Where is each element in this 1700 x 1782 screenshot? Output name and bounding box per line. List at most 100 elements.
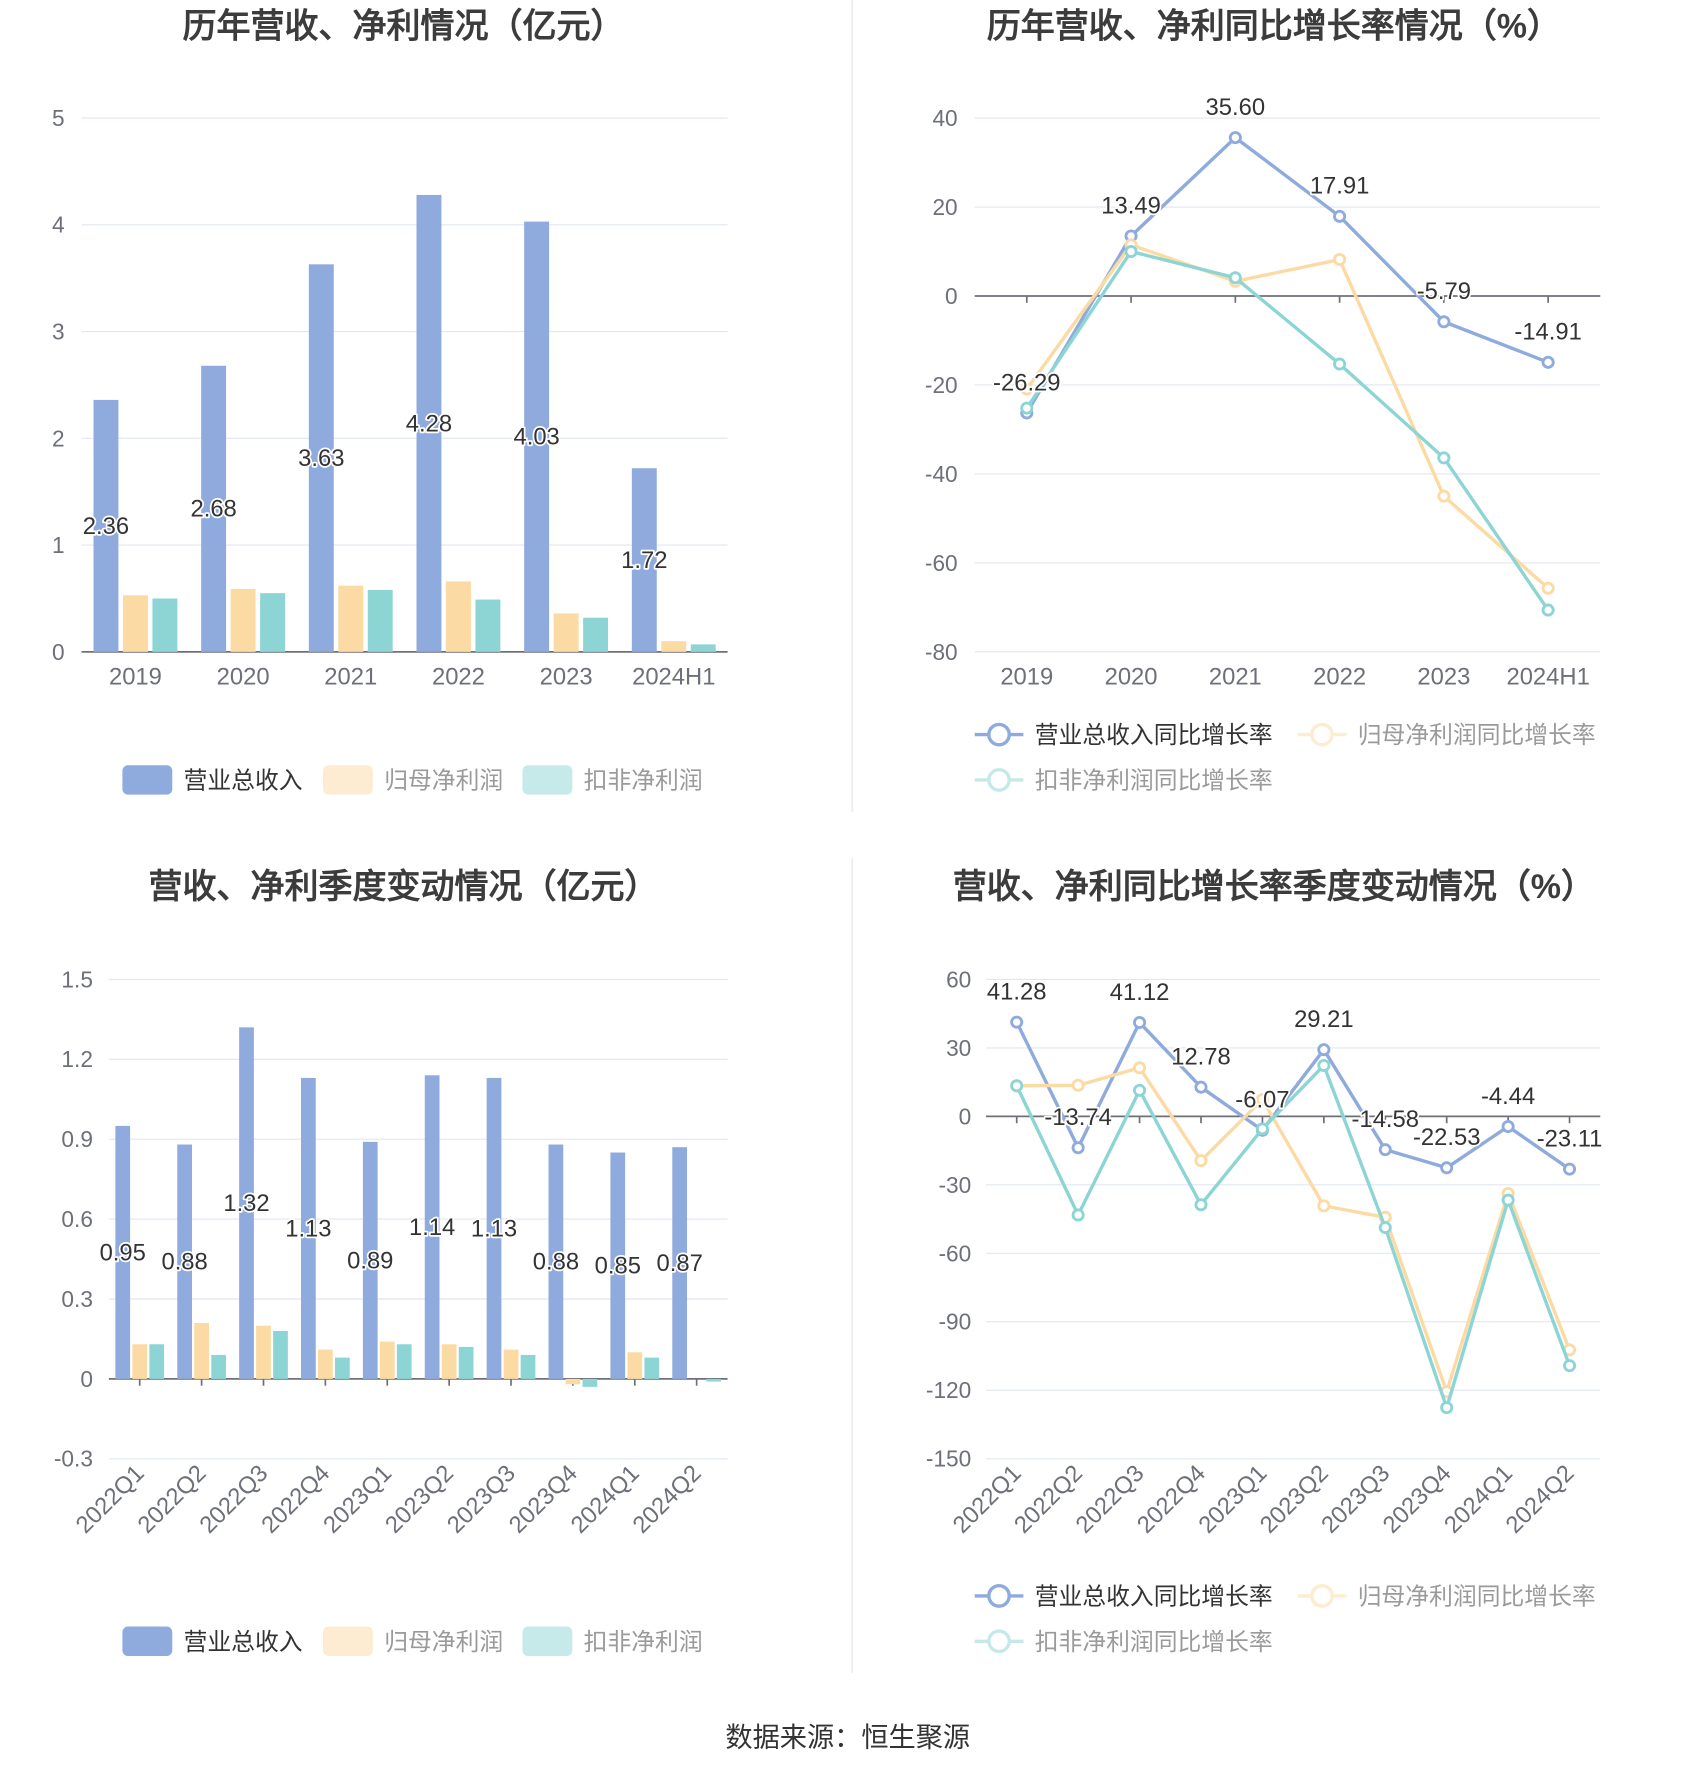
- legend-label-deducted-net-profit: 扣非净利润: [584, 767, 703, 794]
- bar-net-profit-2024q1: [627, 1352, 643, 1379]
- legend-swatch-revenue: [122, 1626, 173, 1656]
- x-tick-label-2019: 2019: [1000, 664, 1053, 691]
- data-label-revenue-2023q2: 1.14: [409, 1214, 455, 1241]
- point-revenue-growth-2023q4: [1440, 1161, 1454, 1175]
- x-tick-label-2019: 2019: [109, 664, 162, 691]
- y-tick-label-0p3: 0.3: [61, 1286, 93, 1312]
- bar-net-profit-2023q2: [441, 1344, 457, 1379]
- bar-deducted-net-profit-2021: [367, 589, 393, 652]
- legend-label-net-profit-growth: 归母净利润同比增长率: [1358, 722, 1596, 749]
- legend-label-deducted-net-profit-growth: 扣非净利润同比增长率: [1035, 767, 1273, 794]
- point-net-profit-growth-2022q4: [1194, 1154, 1208, 1168]
- bar-deducted-net-profit-2019: [152, 598, 178, 652]
- point-revenue-growth-2022q2: [1071, 1141, 1085, 1155]
- series-marks: [93, 194, 716, 652]
- y-tick-label-minus-60: -60: [939, 1240, 972, 1266]
- legend-swatch-marker: [987, 1629, 1011, 1654]
- y-tick-label-minus-80: -80: [925, 639, 958, 665]
- bar-revenue-2023q4: [548, 1144, 564, 1379]
- point-deducted-net-profit-growth-2022q4: [1194, 1198, 1208, 1212]
- bar-net-profit-2023q4: [565, 1378, 581, 1385]
- line-net-profit-growth: [1016, 1066, 1572, 1394]
- bar-series-net-profit: [132, 1322, 643, 1385]
- x-tick-label-2024h1: 2024H1: [632, 664, 715, 691]
- legend-swatch-revenue: [122, 765, 173, 795]
- point-deducted-net-profit-growth-2022q3: [1133, 1083, 1147, 1097]
- legend-item-net-profit-growth: 归母净利润同比增长率: [1297, 722, 1596, 749]
- bar-revenue-2023: [524, 221, 550, 652]
- bar-net-profit-2023q1: [379, 1341, 395, 1379]
- x-tick-label-2021: 2021: [1209, 664, 1262, 691]
- bar-deducted-net-profit-2022q3: [273, 1330, 288, 1379]
- bar-net-profit-2022q3: [256, 1325, 271, 1379]
- series-marks: [1010, 1015, 1577, 1415]
- y-tick-label-0: 0: [945, 283, 958, 309]
- point-net-profit-growth-2019: [1020, 382, 1034, 396]
- x-tick-label-2023: 2023: [1417, 664, 1470, 691]
- bar-revenue-2023q1: [362, 1141, 378, 1379]
- x-axis: 2019 2020 2021 2022 2023 2024H1: [974, 295, 1601, 691]
- y-axis: -150 -120 -90 -60 -30 0 30 60: [926, 966, 1601, 1472]
- point-deducted-net-profit-growth-2023: [1437, 451, 1451, 465]
- legend: 营业总收入 归母净利润 扣非净利润: [122, 765, 703, 795]
- bar-deducted-net-profit-2022q4: [335, 1357, 350, 1379]
- y-tick-label-0p9: 0.9: [61, 1126, 93, 1152]
- point-net-profit-growth-2023q1: [1255, 1092, 1269, 1106]
- legend-item-net-profit: 归母净利润: [323, 1626, 503, 1656]
- y-tick-label-4: 4: [52, 212, 65, 238]
- y-axis: -0.3 0 0.3 0.6 0.9 1.2 1.5: [54, 966, 728, 1472]
- bar-revenue-2022: [416, 194, 442, 652]
- y-tick-label-minus-90: -90: [939, 1309, 972, 1335]
- bar-revenue-2023q2: [424, 1075, 440, 1379]
- data-label-revenue-2023: 4.03: [513, 424, 559, 451]
- y-tick-label-0: 0: [80, 1366, 93, 1392]
- bar-series-deducted-net-profit: [149, 1330, 722, 1387]
- y-tick-label-1p2: 1.2: [61, 1046, 93, 1072]
- data-label-revenue-growth-2021: 35.60: [1206, 94, 1266, 121]
- legend: 营业总收入 归母净利润 扣非净利润: [122, 1626, 703, 1656]
- bar-revenue-2022q3: [239, 1027, 254, 1379]
- legend-item-net-profit: 归母净利润: [323, 765, 503, 795]
- legend-label-revenue-growth: 营业总收入同比增长率: [1035, 722, 1273, 749]
- legend-swatch-revenue-growth: [974, 1584, 1024, 1608]
- point-deducted-net-profit-growth-2020: [1124, 244, 1138, 259]
- bar-net-profit-2021: [338, 585, 364, 652]
- bar-deducted-net-profit-2024q1: [644, 1357, 660, 1379]
- legend-swatch-deducted-net-profit-growth: [974, 1629, 1024, 1654]
- bar-revenue-2021: [308, 264, 334, 652]
- legend-item-deducted-net-profit: 扣非净利润: [522, 1626, 703, 1656]
- point-revenue-growth-2021: [1228, 131, 1242, 145]
- line-series-deducted-net-profit-growth: [1010, 1058, 1577, 1415]
- y-tick-label-40: 40: [932, 105, 957, 131]
- legend-swatch-net-profit: [323, 1626, 373, 1656]
- data-labels: 2.36 2.68 3.63 4.28 4.03 1.72: [81, 409, 669, 576]
- point-net-profit-growth-2023q2: [1317, 1199, 1331, 1213]
- y-tick-label-5: 5: [52, 105, 65, 131]
- point-deducted-net-profit-growth-2022q1: [1010, 1079, 1024, 1093]
- point-revenue-growth-2023q3: [1378, 1143, 1392, 1157]
- legend-swatch-revenue-growth: [974, 722, 1024, 747]
- point-deducted-net-profit-growth-2024h1: [1541, 603, 1555, 617]
- chart-title: 历年营收、净利同比增长率情况（%）: [987, 7, 1561, 46]
- legend-item-net-profit-growth: 归母净利润同比增长率: [1297, 1583, 1596, 1610]
- legend-label-net-profit: 归母净利润: [384, 767, 503, 794]
- y-tick-label-minus-40: -40: [925, 461, 958, 487]
- data-label-revenue-growth-2022q3: 41.12: [1110, 979, 1170, 1006]
- line-series-revenue-growth: [1010, 1015, 1577, 1176]
- legend-swatch-deducted-net-profit: [522, 765, 573, 795]
- data-label-revenue-2024h1: 1.72: [621, 547, 667, 574]
- data-label-revenue-growth-2022: 17.91: [1310, 173, 1370, 200]
- bar-net-profit-2022q1: [132, 1344, 148, 1379]
- bar-revenue-2019: [93, 399, 119, 652]
- line-deducted-net-profit-growth: [1015, 1063, 1572, 1410]
- bar-net-profit-2024h1: [661, 641, 687, 652]
- bar-series-revenue: [93, 194, 657, 652]
- legend-swatch-marker: [987, 722, 1011, 747]
- data-label-revenue-growth-2022q4: 12.78: [1171, 1044, 1231, 1071]
- point-deducted-net-profit-growth-2023q4: [1440, 1401, 1454, 1415]
- y-tick-label-minus-60: -60: [925, 550, 958, 576]
- legend-label-net-profit-growth: 归母净利润同比增长率: [1358, 1583, 1596, 1610]
- point-deducted-net-profit-growth-2021: [1228, 271, 1242, 285]
